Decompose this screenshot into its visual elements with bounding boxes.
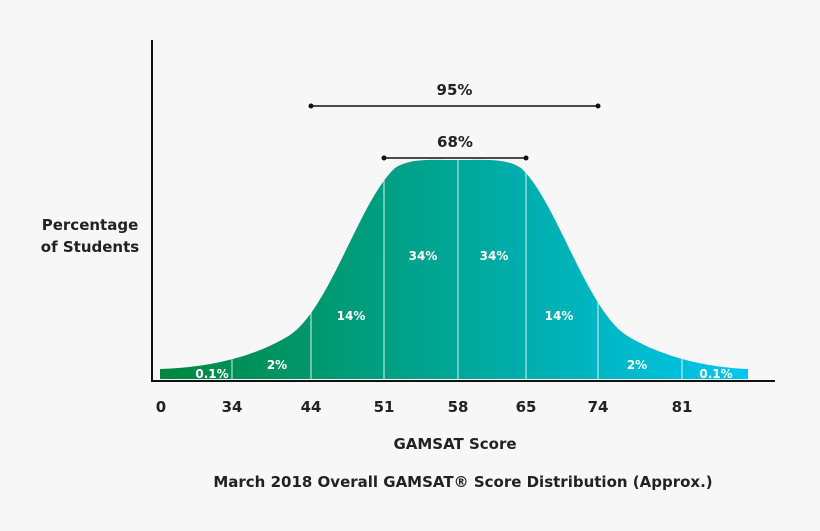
segment-label: 34% — [480, 249, 509, 263]
x-tick-label: 51 — [374, 398, 395, 416]
segment-label: 14% — [337, 309, 366, 323]
x-tick-label: 0 — [156, 398, 166, 416]
x-tick-label: 81 — [672, 398, 693, 416]
y-axis-label-line2: of Students — [41, 238, 139, 256]
segment-label: 2% — [267, 358, 287, 372]
bracket-end-dot — [381, 155, 387, 161]
x-tick-label: 34 — [222, 398, 243, 416]
distribution-curve — [160, 159, 748, 379]
x-tick-label: 74 — [588, 398, 609, 416]
bracket-label: 95% — [437, 81, 473, 99]
chart-title: March 2018 Overall GAMSAT® Score Distrib… — [213, 473, 712, 491]
bracket-label: 68% — [437, 133, 473, 151]
x-axis-label: GAMSAT Score — [393, 435, 516, 453]
bracket-end-dot — [308, 103, 314, 109]
segment-label: 0.1% — [699, 367, 732, 381]
segment-label: 0.1% — [195, 367, 228, 381]
bracket-end-dot — [523, 155, 529, 161]
segment-label: 14% — [545, 309, 574, 323]
x-tick-label: 65 — [516, 398, 537, 416]
y-axis-label-line1: Percentage — [42, 216, 139, 234]
x-tick-label: 58 — [448, 398, 469, 416]
x-tick-label: 44 — [301, 398, 322, 416]
bracket-end-dot — [595, 103, 601, 109]
segment-label: 2% — [627, 358, 647, 372]
segment-label: 34% — [409, 249, 438, 263]
